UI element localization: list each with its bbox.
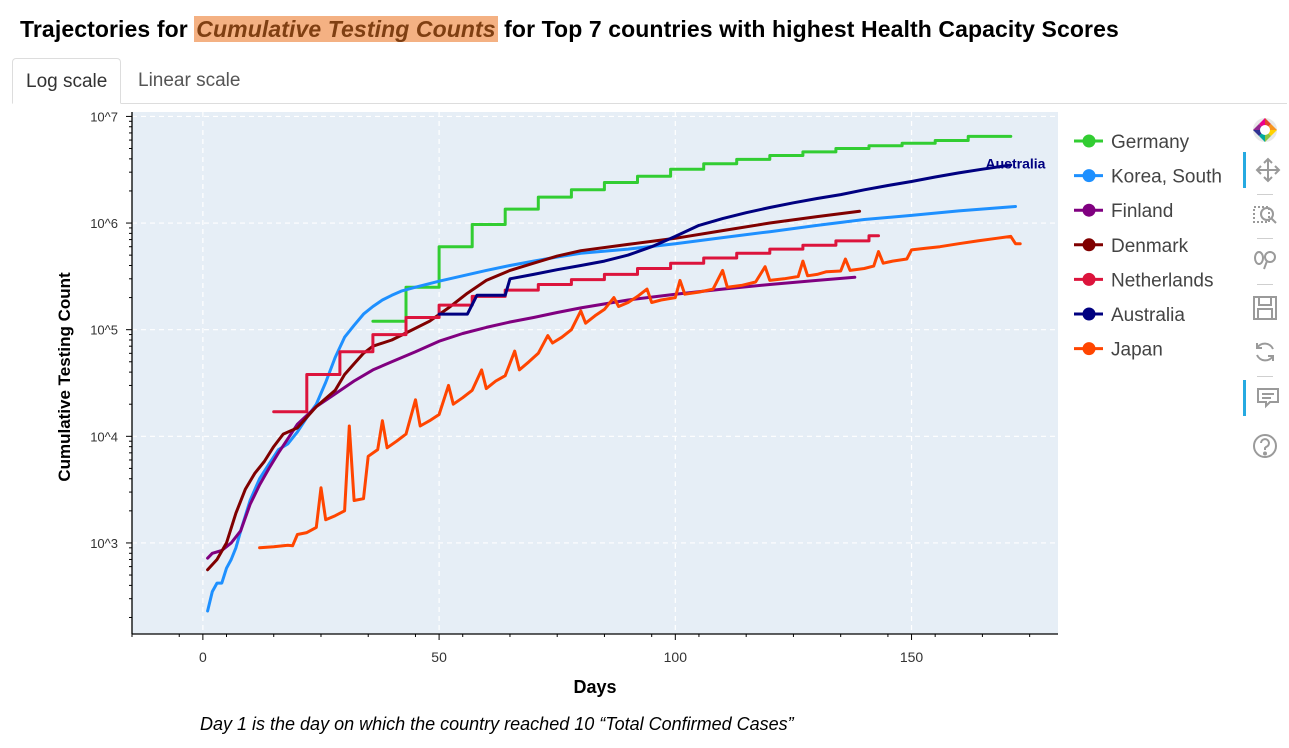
legend: Germany Korea, South Finland Denmark Netherl… (1074, 132, 1222, 361)
plot-area (132, 112, 1058, 634)
x-tick-label: 0 (199, 649, 207, 665)
legend-label: Korea, South (1111, 167, 1222, 188)
x-tick-label: 150 (900, 649, 924, 665)
legend-swatch-marker (1082, 169, 1096, 183)
x-axis-label: Days (573, 677, 616, 697)
bokeh-logo-icon[interactable] (1243, 112, 1287, 148)
legend-swatch-marker (1082, 272, 1096, 286)
pan-icon[interactable] (1243, 152, 1289, 188)
box-zoom-icon[interactable] (1243, 198, 1287, 234)
plot-toolbar (1243, 112, 1289, 462)
x-tick-label: 50 (431, 649, 447, 665)
legend-item: Denmark (1074, 236, 1189, 257)
chart-title-suffix: for Top 7 countries with highest Health … (497, 16, 1119, 42)
wheel-zoom-icon[interactable] (1243, 242, 1287, 278)
help-icon[interactable] (1243, 428, 1287, 464)
series-line-australia (437, 163, 1013, 316)
legend-label: Denmark (1111, 236, 1189, 257)
legend-label: Australia (1111, 305, 1185, 326)
legend-item: Netherlands (1074, 270, 1213, 291)
line-chart: 0 50 100 150 10^3 10^4 10^5 10^6 10^7 Days Cumulat… (55, 109, 1222, 697)
y-tick-label: 10^6 (90, 216, 118, 231)
legend-label: Netherlands (1111, 270, 1213, 291)
chart-title-prefix: Trajectories for (20, 16, 195, 42)
y-axis-label: Cumulative Testing Count (55, 272, 74, 482)
legend-swatch-marker (1082, 342, 1096, 356)
legend-item: Australia (1074, 305, 1185, 326)
scale-tabs: Log scale Linear scale (12, 58, 1287, 104)
legend-item: Germany (1074, 132, 1190, 153)
legend-item: Japan (1074, 340, 1163, 361)
chart-title: Trajectories for Cumulative Testing Coun… (20, 16, 1119, 43)
series-line-japan (258, 234, 1022, 550)
save-icon[interactable] (1243, 290, 1287, 326)
legend-swatch-marker (1082, 203, 1096, 217)
legend-label: Finland (1111, 201, 1173, 222)
legend-label: Japan (1111, 340, 1163, 361)
chart-title-highlight: Cumulative Testing Counts (194, 16, 498, 42)
tab-linear-scale[interactable]: Linear scale (138, 70, 241, 91)
annotation-label: Australia (986, 156, 1046, 172)
y-tick-label: 10^7 (90, 109, 118, 124)
x-tick-label: 100 (664, 649, 688, 665)
reset-icon[interactable] (1243, 334, 1287, 370)
legend-label: Germany (1111, 132, 1190, 153)
legend-swatch-marker (1082, 238, 1096, 252)
y-tick-label: 10^4 (90, 429, 118, 444)
hover-icon[interactable] (1243, 380, 1289, 416)
y-tick-label: 10^3 (90, 536, 118, 551)
tab-log-scale[interactable]: Log scale (12, 58, 122, 104)
legend-item: Korea, South (1074, 167, 1222, 188)
series-line-denmark (206, 209, 862, 572)
series-line-netherlands (272, 234, 880, 414)
y-tick-label: 10^5 (90, 323, 118, 338)
legend-item: Finland (1074, 201, 1173, 222)
legend-swatch-marker (1082, 134, 1096, 148)
footnote: Day 1 is the day on which the country re… (200, 714, 794, 734)
legend-swatch-marker (1082, 307, 1096, 321)
series-line-germany (371, 134, 1013, 323)
